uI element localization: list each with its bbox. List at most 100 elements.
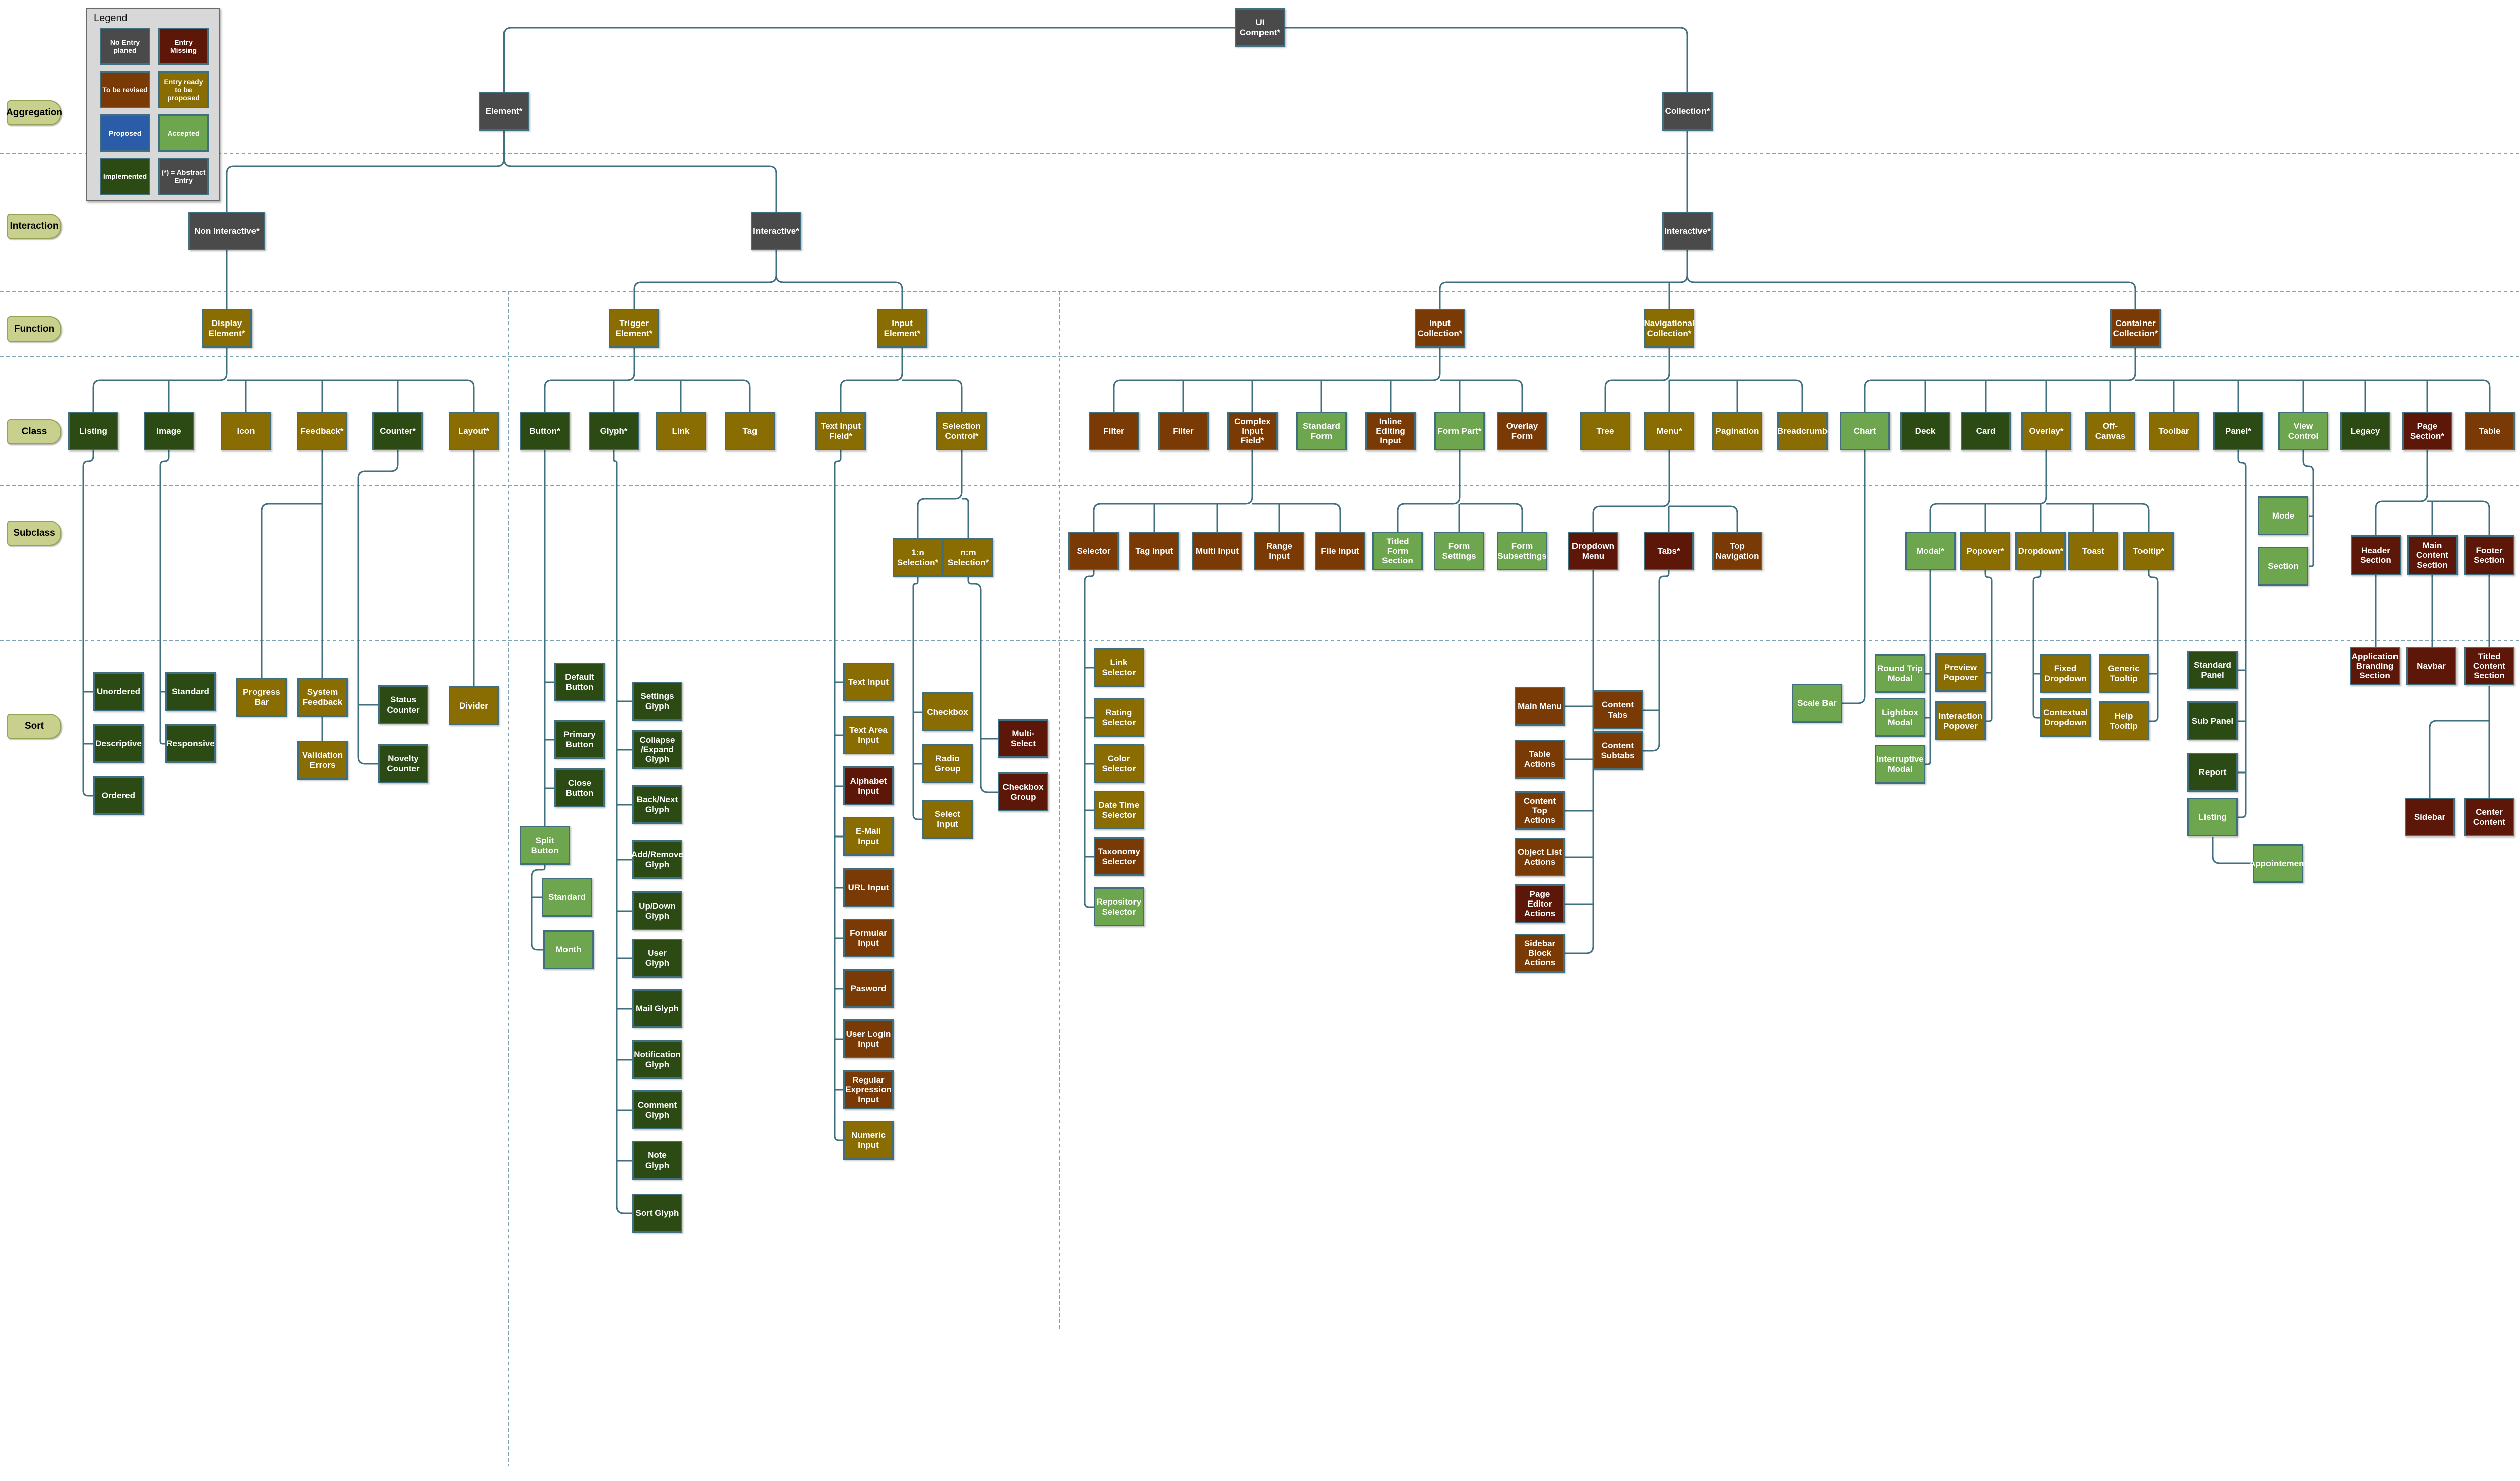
node-modal[interactable]: Modal*	[1905, 532, 1956, 570]
node-breadcrumb[interactable]: Breadcrumb	[1777, 412, 1828, 450]
node-round-trip-modal[interactable]: Round Trip Modal	[1875, 654, 1925, 693]
node-collapse-expand-glyph[interactable]: Collapse /Expand Glyph	[632, 730, 682, 769]
node-header-section[interactable]: Header Section	[2351, 535, 2401, 575]
node-button[interactable]: Button*	[520, 412, 570, 450]
node-interaction-popover[interactable]: Interaction Popover	[1935, 701, 1986, 740]
node-collection[interactable]: Collection*	[1662, 92, 1713, 131]
node-dropdown-menu[interactable]: Dropdown Menu	[1568, 532, 1618, 570]
node-footer-section[interactable]: Footer Section	[2464, 535, 2514, 575]
node-formular-input[interactable]: Formular Input	[843, 919, 894, 957]
node-titled-content-section[interactable]: Titled Content Section	[2464, 647, 2514, 685]
node-sort-glyph[interactable]: Sort Glyph	[632, 1194, 682, 1233]
node-top-navigation[interactable]: Top Navigation	[1712, 532, 1762, 570]
node-application-branding-section[interactable]: Application Branding Section	[2350, 647, 2400, 685]
node-add-remove-glyph[interactable]: Add/Remove Glyph	[631, 840, 683, 879]
node-standard-panel[interactable]: Standard Panel	[2187, 651, 2238, 689]
node-table-actions[interactable]: Table Actions	[1515, 740, 1565, 779]
node-rating-selector[interactable]: Rating Selector	[1094, 698, 1144, 737]
node-toast[interactable]: Toast	[2068, 532, 2118, 570]
node-standard-image[interactable]: Standard	[165, 672, 216, 711]
node-listing[interactable]: Listing	[68, 412, 118, 450]
node-dropdown[interactable]: Dropdown*	[2015, 532, 2066, 570]
node-settings-glyph[interactable]: Settings Glyph	[632, 682, 682, 721]
node-pagination[interactable]: Pagination	[1712, 412, 1762, 450]
node-scale-bar[interactable]: Scale Bar	[1792, 684, 1842, 723]
node-sub-panel[interactable]: Sub Panel	[2187, 701, 2238, 740]
node-url-input[interactable]: URL Input	[843, 868, 894, 907]
node-interruptive-modal[interactable]: Interruptive Modal	[1875, 745, 1925, 784]
node-month[interactable]: Month	[543, 930, 594, 969]
node-standard-split-button[interactable]: Standard	[542, 878, 592, 917]
node-trigger-element[interactable]: Trigger Element*	[609, 309, 659, 348]
node-interactive-element[interactable]: Interactive*	[751, 212, 801, 250]
node-overlay[interactable]: Overlay*	[2021, 412, 2071, 450]
node-layout[interactable]: Layout*	[449, 412, 499, 450]
node-multi-input[interactable]: Multi Input	[1192, 532, 1242, 570]
node-color-selector[interactable]: Color Selector	[1094, 744, 1144, 783]
node-help-tooltip[interactable]: Help Tooltip	[2099, 701, 2149, 740]
node-selector[interactable]: Selector	[1068, 532, 1119, 570]
node-up-down-glyph[interactable]: Up/Down Glyph	[632, 891, 682, 930]
node-panel[interactable]: Panel*	[2213, 412, 2263, 450]
node-page-section[interactable]: Page Section*	[2402, 412, 2452, 450]
node-legacy[interactable]: Legacy	[2340, 412, 2390, 450]
node-responsive[interactable]: Responsive	[165, 724, 216, 763]
node-card[interactable]: Card	[1961, 412, 2011, 450]
node-ordered[interactable]: Ordered	[93, 776, 144, 815]
node-navigational-collection[interactable]: Navigational Collection*	[1644, 309, 1695, 348]
node-appointment[interactable]: Appointement	[2249, 844, 2307, 883]
node-split-button[interactable]: Split Button	[520, 826, 570, 865]
node-checkbox-group[interactable]: Checkbox Group	[998, 772, 1048, 811]
node-toolbar[interactable]: Toolbar	[2149, 412, 2199, 450]
node-sidebar-block-actions[interactable]: Sidebar Block Actions	[1515, 934, 1565, 973]
node-form-part[interactable]: Form Part*	[1434, 412, 1485, 450]
node-container-collection[interactable]: Container Collection*	[2110, 309, 2161, 348]
node-image[interactable]: Image	[144, 412, 194, 450]
node-validation-errors[interactable]: Validation Errors	[297, 741, 348, 780]
node-multi-select[interactable]: Multi-Select	[998, 719, 1048, 758]
node-descriptive[interactable]: Descriptive	[93, 724, 144, 763]
node-input-element[interactable]: Input Element*	[877, 309, 927, 348]
node-popover[interactable]: Popover*	[1960, 532, 2010, 570]
node-section[interactable]: Section	[2258, 547, 2308, 586]
node-comment-glyph[interactable]: Comment Glyph	[632, 1090, 682, 1129]
node-navbar[interactable]: Navbar	[2406, 647, 2456, 685]
node-center-content[interactable]: Center Content	[2464, 798, 2514, 836]
node-input-collection[interactable]: Input Collection*	[1415, 309, 1465, 348]
node-report[interactable]: Report	[2187, 753, 2238, 792]
node-selection-control[interactable]: Selection Control*	[936, 412, 987, 450]
node-notification-glyph[interactable]: Notification Glyph	[632, 1040, 682, 1079]
node-non-interactive[interactable]: Non Interactive*	[188, 212, 265, 250]
node-novelty-counter[interactable]: Novelty Counter	[378, 744, 428, 783]
node-fixed-dropdown[interactable]: Fixed Dropdown	[2040, 654, 2091, 693]
node-interactive-collection[interactable]: Interactive*	[1662, 212, 1713, 250]
node-link[interactable]: Link	[656, 412, 706, 450]
node-content-tabs[interactable]: Content Tabs	[1593, 690, 1643, 729]
node-close-button[interactable]: Close Button	[554, 768, 605, 807]
node-generic-tooltip[interactable]: Generic Tooltip	[2099, 654, 2149, 693]
node-user-glyph[interactable]: User Glyph	[632, 939, 682, 978]
node-regular-expression-input[interactable]: Regular Expression Input	[843, 1070, 894, 1109]
node-counter[interactable]: Counter*	[372, 412, 423, 450]
node-sidebar[interactable]: Sidebar	[2405, 798, 2455, 836]
node-filter-1[interactable]: Filter	[1089, 412, 1139, 450]
node-checkbox[interactable]: Checkbox	[922, 692, 973, 731]
node-content-top-actions[interactable]: Content Top Actions	[1515, 791, 1565, 830]
node-default-button[interactable]: Default Button	[554, 663, 605, 701]
node-content-subtabs[interactable]: Content Subtabs	[1593, 731, 1643, 770]
node-feedback[interactable]: Feedback*	[297, 412, 347, 450]
node-element[interactable]: Element*	[479, 92, 529, 131]
node-numeric-input[interactable]: Numeric Input	[843, 1121, 894, 1160]
node-preview-popover[interactable]: Preview Popover	[1935, 653, 1986, 692]
node-tag[interactable]: Tag	[725, 412, 775, 450]
node-complex-input-field[interactable]: Complex Input Field*	[1227, 412, 1278, 450]
node-menu[interactable]: Menu*	[1644, 412, 1694, 450]
node-main-menu[interactable]: Main Menu	[1515, 687, 1565, 726]
node-main-content-section[interactable]: Main Content Section	[2407, 535, 2458, 575]
node-tree[interactable]: Tree	[1580, 412, 1630, 450]
node-listing-panel[interactable]: Listing	[2187, 798, 2238, 836]
node-select-input[interactable]: Select Input	[922, 800, 973, 839]
node-ui-component[interactable]: UI Compent*	[1235, 8, 1285, 47]
node-icon[interactable]: Icon	[221, 412, 271, 450]
node-one-n-selection[interactable]: 1:n Selection*	[893, 538, 943, 577]
